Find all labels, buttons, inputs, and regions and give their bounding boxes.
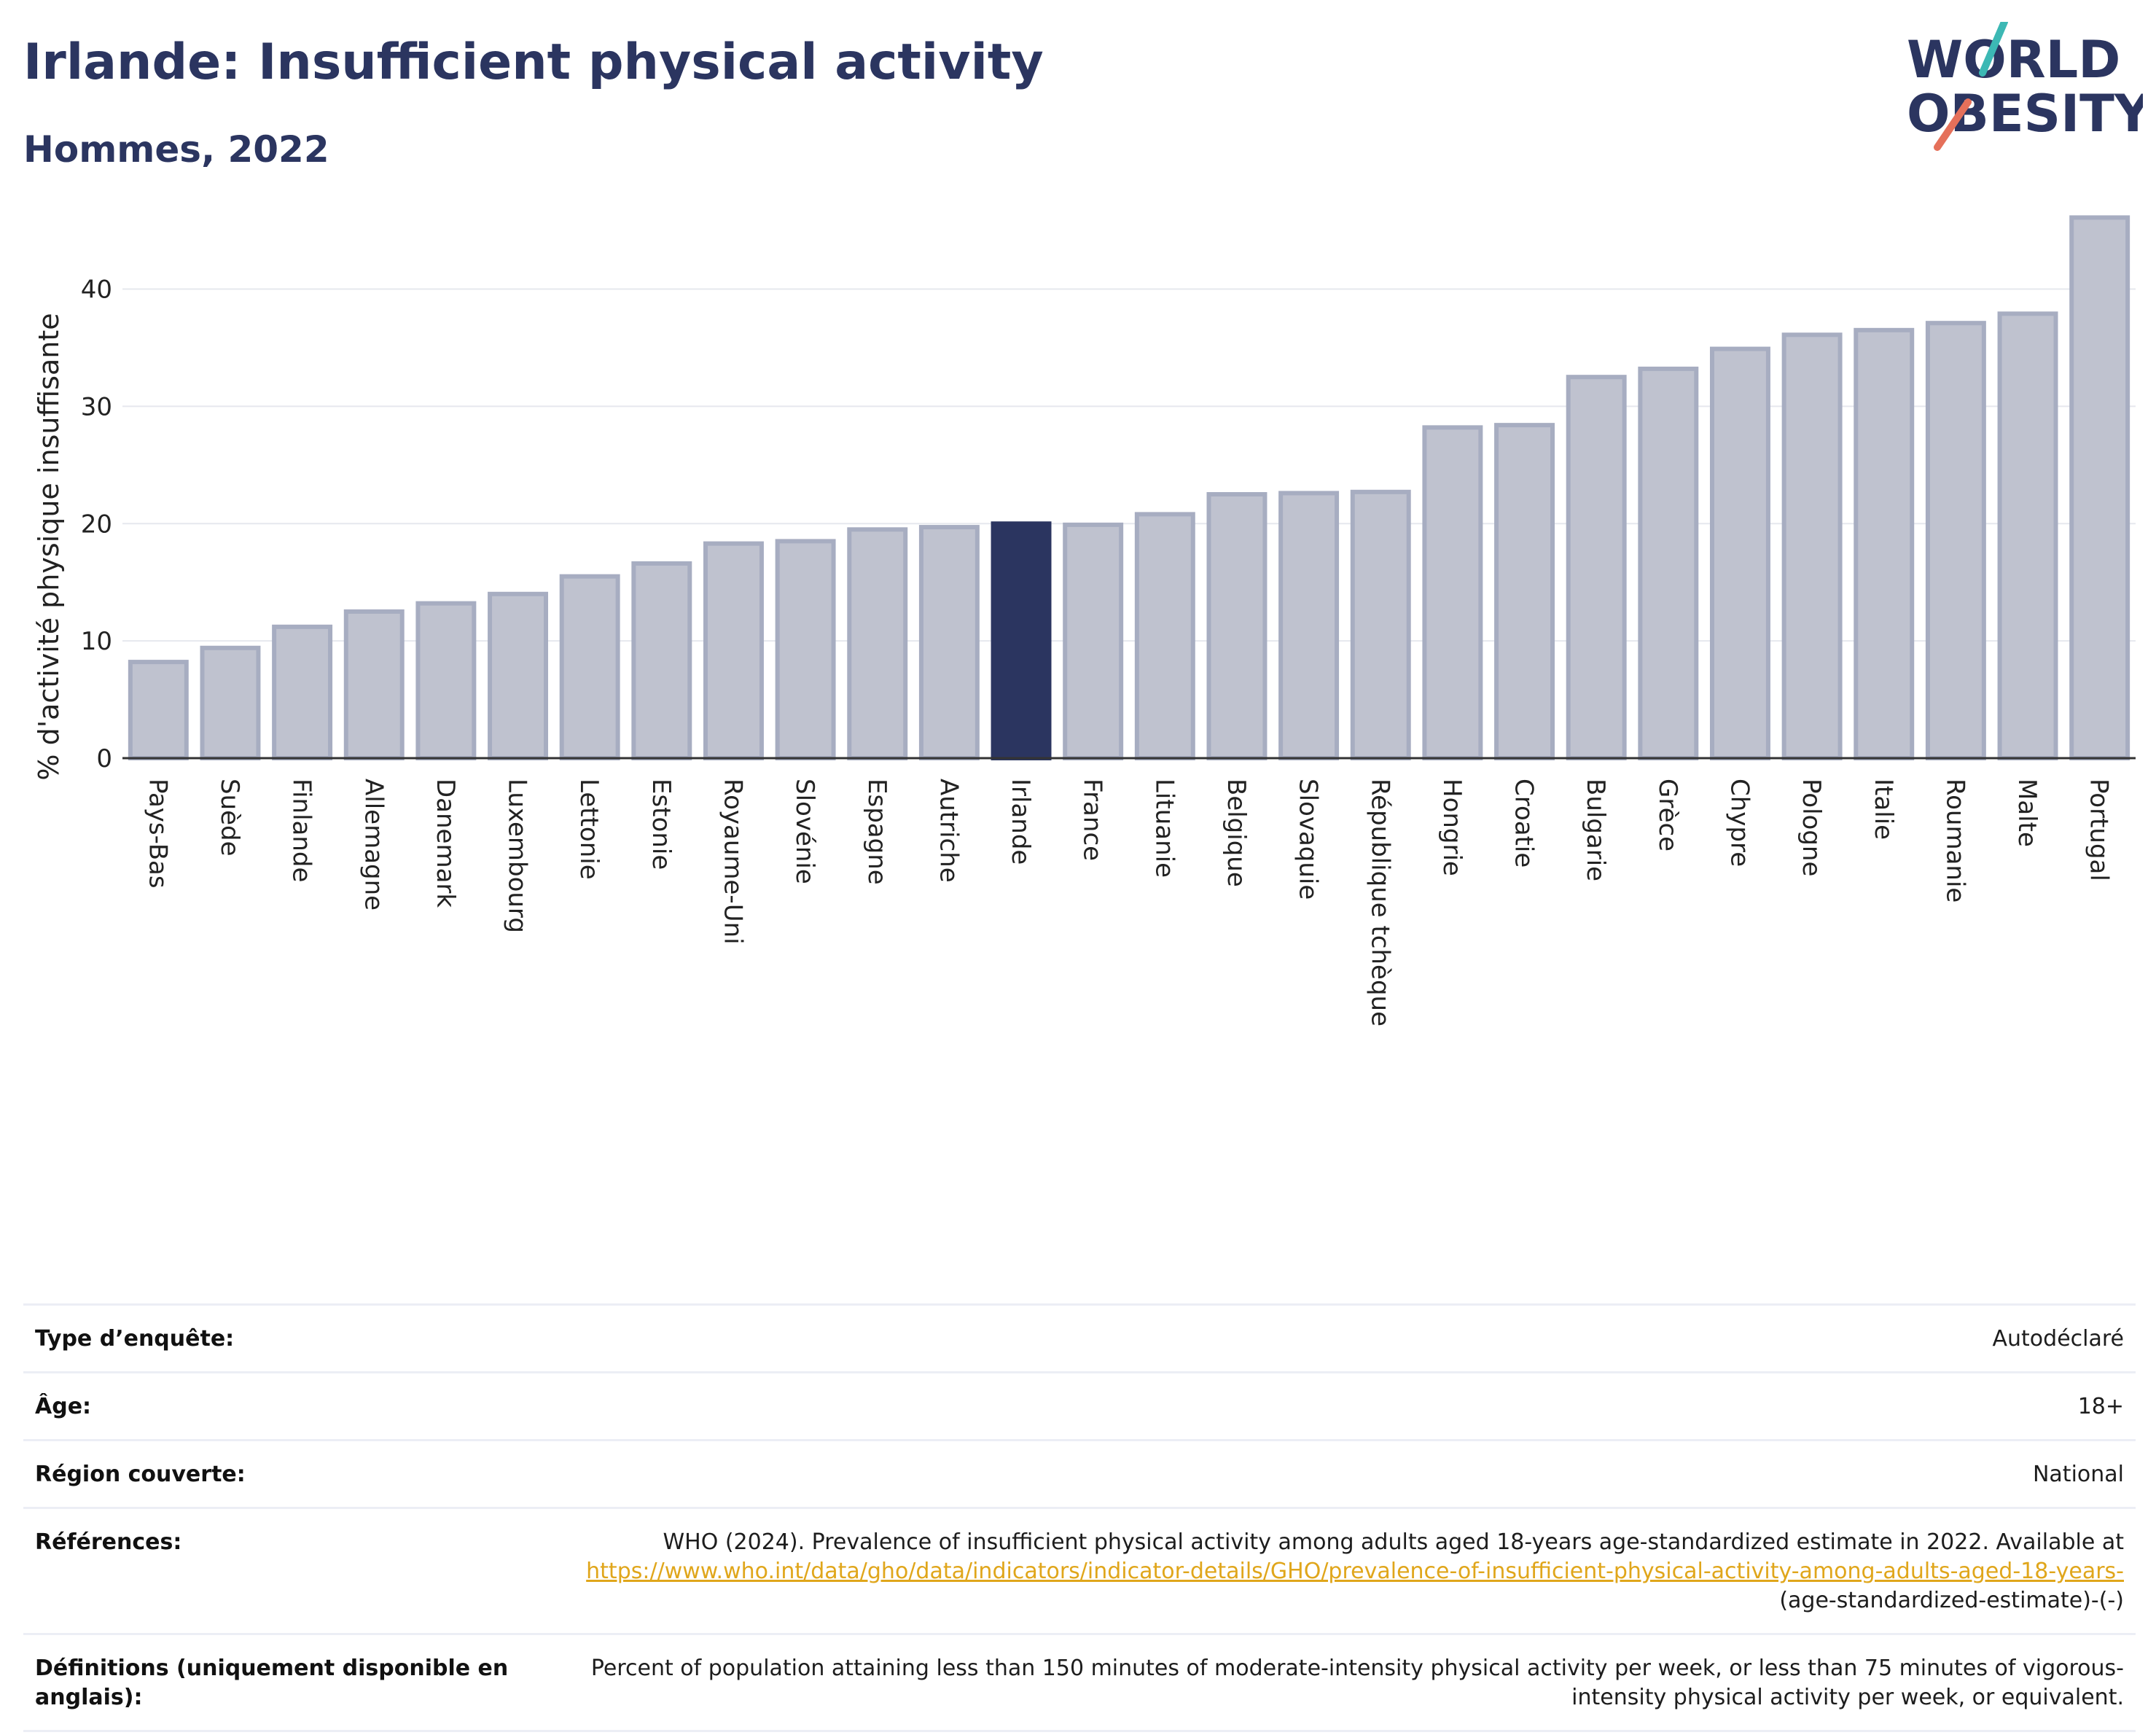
x-tick-label: Royaume-Uni: [718, 779, 747, 945]
x-tick-label: Espagne: [862, 779, 891, 885]
bar-suède: [200, 645, 261, 760]
tick-labels: 0 10 20 30 40 Pays-Bas Suède Finlande Allemagne D…: [33, 276, 2114, 1027]
bar-roumanie: [1925, 321, 1986, 761]
bar-royaume-uni: [703, 541, 764, 760]
metadata-value: WHO (2024). Prevalence of insufficient p…: [531, 1528, 2124, 1615]
bar-luxembourg: [488, 591, 549, 760]
x-tick-label: Grèce: [1653, 779, 1682, 851]
bar-france: [1063, 522, 1124, 760]
bar-slovénie: [775, 539, 836, 760]
bar-danemark: [415, 601, 477, 760]
page-subtitle: Hommes, 2022: [23, 128, 329, 171]
metadata-row: Définitions (uniquement disponible en an…: [23, 1635, 2136, 1732]
bar-malte: [1997, 311, 2058, 761]
bar-allemagne: [343, 609, 405, 760]
x-tick-label: Danemark: [431, 779, 460, 908]
reference-link[interactable]: https://www.who.int/data/gho/data/indica…: [586, 1559, 2124, 1584]
x-tick-label: Autriche: [934, 779, 963, 883]
logo-slash-bottom-icon: [1934, 98, 1972, 151]
bar-lituanie: [1134, 512, 1195, 760]
metadata-row: Âge: 18+: [23, 1373, 2136, 1441]
metadata-value: National: [2032, 1462, 2124, 1487]
x-tick-label: Finlande: [287, 779, 316, 882]
x-tick-label: Estonie: [647, 779, 676, 870]
x-tick-label: Pays-Bas: [143, 779, 172, 889]
metadata-label: Âge:: [35, 1394, 92, 1419]
x-tick-label: Lettonie: [574, 779, 604, 880]
bar-chart: 0 10 20 30 40 Pays-Bas Suède Finlande Allemagne D…: [33, 215, 2136, 1027]
x-tick-label: Lituanie: [1149, 779, 1179, 878]
page-title: Irlande: Insufficient physical activity: [23, 34, 1044, 91]
x-tick-label: Suède: [215, 779, 244, 857]
bars: [128, 215, 2130, 761]
bar-pologne: [1781, 332, 1843, 760]
metadata-label: Type d’enquête:: [35, 1326, 235, 1352]
bar-grèce: [1638, 366, 1699, 761]
metadata-label: Définitions (uniquement disponible en an…: [35, 1656, 509, 1710]
bar-belgique: [1206, 492, 1268, 760]
y-tick-label: 20: [81, 510, 112, 539]
metadata-row: Région couverte: National: [23, 1441, 2136, 1509]
x-tick-label: Bulgarie: [1581, 779, 1610, 881]
bar-croatie: [1494, 423, 1555, 760]
bar-chypre: [1709, 346, 1770, 760]
x-tick-label: Roumanie: [1940, 779, 1969, 902]
y-axis-title: % d'activité physique insuffisante: [33, 313, 65, 780]
metadata-value: Percent of population attaining less tha…: [590, 1656, 2124, 1710]
world-obesity-logo: WORLD OBESITY: [1907, 22, 2143, 151]
x-tick-label: Belgique: [1222, 779, 1251, 887]
bar-espagne: [847, 527, 908, 760]
x-tick-label: Chypre: [1725, 779, 1754, 867]
metadata-value: Autodéclaré: [1992, 1326, 2125, 1352]
y-tick-label: 0: [96, 744, 112, 773]
bar-italie: [1854, 327, 1915, 760]
x-tick-label: Pologne: [1797, 779, 1826, 876]
x-tick-label: Allemagne: [359, 779, 388, 911]
x-tick-label: Malte: [2012, 779, 2042, 847]
reference-text: WHO (2024). Prevalence of insufficient p…: [663, 1529, 2124, 1555]
metadata-value: 18+: [2077, 1394, 2124, 1419]
x-tick-label: République tchèque: [1365, 779, 1394, 1026]
x-tick-label: Slovénie: [790, 779, 819, 884]
y-tick-label: 10: [81, 627, 112, 656]
metadata-row: Type d’enquête: Autodéclaré: [23, 1306, 2136, 1373]
bar-estonie: [631, 561, 692, 760]
x-tick-label: Irlande: [1006, 779, 1035, 865]
bar-finlande: [272, 624, 333, 761]
metadata-table: Type d’enquête: Autodéclaré Âge: 18+ Région …: [23, 1303, 2136, 1732]
x-tick-label: Luxembourg: [503, 779, 532, 933]
bar-irlande: [991, 521, 1052, 760]
reference-suffix: (age-standardized-estimate)-(-): [1779, 1588, 2124, 1613]
y-tick-label: 30: [81, 392, 112, 421]
x-tick-label: Croatie: [1509, 779, 1539, 868]
y-tick-label: 40: [81, 276, 112, 305]
bar-bulgarie: [1566, 375, 1627, 761]
x-tick-label: Slovaquie: [1294, 779, 1323, 900]
bar-portugal: [2069, 215, 2130, 761]
x-tick-label: Italie: [1869, 779, 1898, 840]
bar-république-tchèque: [1350, 489, 1411, 760]
bar-slovaquie: [1278, 491, 1340, 760]
logo-slash-top-icon: [1979, 22, 2008, 77]
metadata-label: Références:: [35, 1529, 182, 1555]
logo-line-1: WORLD: [1907, 30, 2120, 90]
metadata-label: Région couverte:: [35, 1462, 246, 1487]
bar-hongrie: [1422, 425, 1483, 760]
bar-autriche: [918, 525, 980, 760]
x-tick-label: Portugal: [2085, 779, 2114, 881]
metadata-row: Références: WHO (2024). Prevalence of ins…: [23, 1509, 2136, 1635]
bar-lettonie: [559, 574, 620, 760]
bar-pays-bas: [128, 660, 189, 761]
x-tick-label: Hongrie: [1437, 779, 1466, 876]
x-tick-label: France: [1078, 779, 1107, 861]
